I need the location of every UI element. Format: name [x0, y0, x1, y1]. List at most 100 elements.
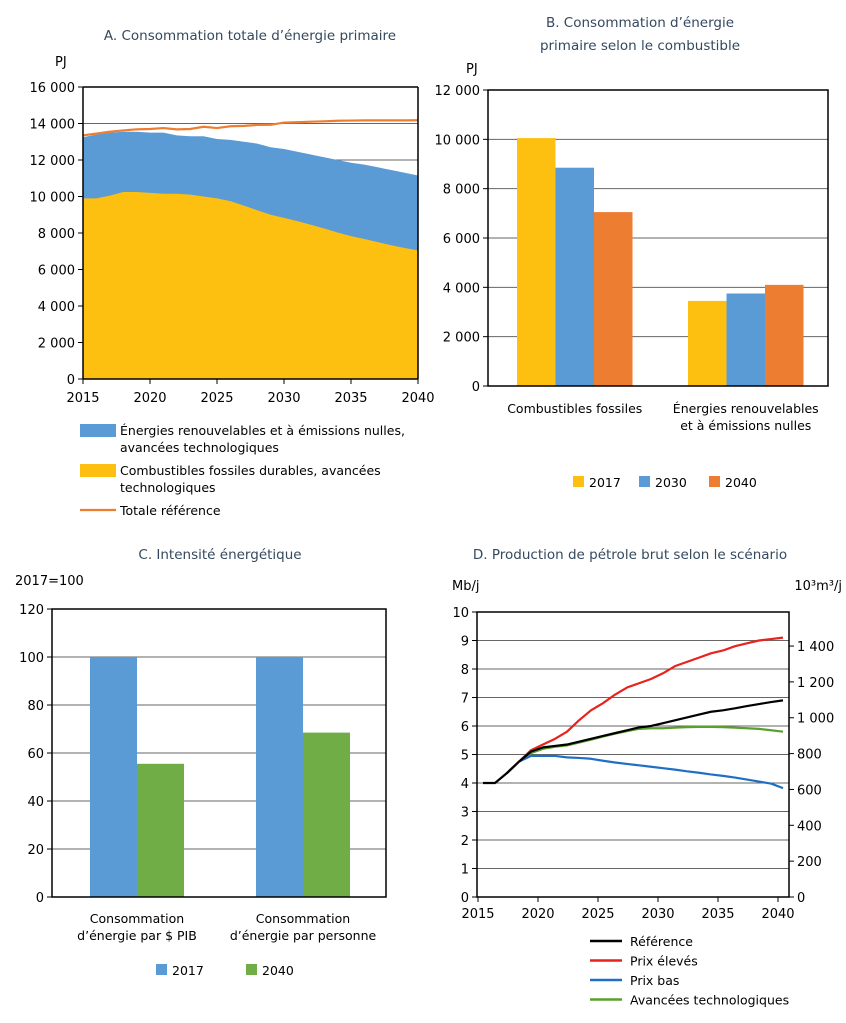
y-tick-label: 10 [452, 606, 469, 621]
y-tick-label: 100 [19, 651, 44, 666]
y-tick-label: 3 [461, 806, 469, 821]
chart-title: A. Consommation totale d’énergie primair… [104, 28, 396, 44]
bar-2017-1 [256, 657, 303, 897]
bar-2017-0 [90, 657, 137, 897]
line-Prix bas [506, 754, 784, 790]
legend-label: Prix bas [630, 973, 679, 988]
category-label: Combustibles fossiles [507, 401, 642, 416]
y-tick-label: 12 000 [30, 154, 76, 169]
chart-b: B. Consommation d’énergie primaire selon … [435, 15, 829, 490]
y-tick-label: 8 000 [38, 227, 75, 242]
line-total-reference [82, 119, 419, 137]
category-label: d’énergie par personne [230, 928, 377, 943]
y-right-tick-label: 600 [797, 783, 822, 798]
y-tick-label: 10 000 [30, 191, 76, 206]
y-tick-label: 0 [461, 891, 469, 906]
chart-c: C. Intensité énergétique2017=10002040608… [15, 547, 387, 978]
legend-swatch [156, 964, 167, 975]
bar-2030-0 [555, 167, 594, 386]
y-tick-label: 120 [19, 603, 44, 618]
y-axis-label: PJ [466, 62, 478, 77]
y-tick-label: 16 000 [30, 81, 76, 96]
bar-2040-0 [594, 212, 633, 386]
x-tick-label: 2035 [701, 907, 734, 922]
legend-label: Prix élevés [630, 954, 698, 969]
x-tick-label: 2030 [641, 907, 674, 922]
y-tick-label: 40 [27, 795, 44, 810]
y-tick-label: 80 [27, 699, 44, 714]
legend-swatch [709, 476, 720, 487]
y-tick-label: 2 000 [38, 337, 75, 352]
category-label: d’énergie par $ PIB [77, 928, 197, 943]
x-tick-label: 2020 [521, 907, 554, 922]
y-tick-label: 5 [461, 749, 469, 764]
bar-2017-1 [688, 300, 727, 386]
line-Référence [483, 699, 784, 785]
y-tick-label: 20 [27, 843, 44, 858]
y-tick-label: 4 [461, 777, 469, 792]
y-tick-label: 2 [461, 834, 469, 849]
plot-frame [51, 608, 387, 898]
y-tick-label: 12 000 [435, 84, 481, 99]
plot-frame [487, 89, 829, 387]
y-tick-label: 0 [36, 891, 44, 906]
x-tick-label: 2025 [200, 391, 233, 406]
legend-label: 2017 [589, 475, 621, 490]
legend-label: 2040 [262, 963, 294, 978]
y-tick-label: 4 000 [443, 281, 480, 296]
x-tick-label: 2025 [581, 907, 614, 922]
chart-title: primaire selon le combustible [540, 38, 740, 54]
legend-label: avancées technologiques [120, 440, 279, 455]
y-axis-label: 2017=100 [15, 574, 84, 589]
legend-swatch [80, 464, 116, 477]
chart-title: D. Production de pétrole brut selon le s… [473, 547, 787, 563]
category-label: Consommation [256, 911, 350, 926]
y-tick-label: 60 [27, 747, 44, 762]
area-fossil [83, 191, 418, 379]
y-tick-label: 7 [461, 692, 469, 707]
legend-label: 2017 [172, 963, 204, 978]
x-tick-label: 2020 [133, 391, 166, 406]
x-tick-label: 2015 [461, 907, 494, 922]
category-label: Énergies renouvelables [673, 401, 819, 416]
bar-2030-1 [726, 293, 765, 386]
legend-label: 2040 [725, 475, 757, 490]
x-tick-label: 2040 [401, 391, 434, 406]
y-tick-label: 6 [461, 720, 469, 735]
y-right-tick-label: 400 [797, 819, 822, 834]
y-right-tick-label: 1 400 [797, 640, 834, 655]
x-tick-label: 2040 [761, 907, 794, 922]
chart-d: D. Production de pétrole brut selon le s… [452, 547, 842, 1008]
y-right-tick-label: 1 000 [797, 712, 834, 727]
y-right-tick-label: 1 200 [797, 676, 834, 691]
bar-2040-1 [765, 284, 804, 386]
chart-a: A. Consommation totale d’énergie primair… [30, 28, 435, 518]
x-tick-label: 2015 [66, 391, 99, 406]
y-tick-label: 0 [472, 380, 480, 395]
chart-title: B. Consommation d’énergie [546, 15, 734, 31]
y-tick-label: 6 000 [443, 232, 480, 247]
y-tick-label: 2 000 [443, 331, 480, 346]
y-axis-right-label: 10³m³/j [794, 579, 842, 594]
y-tick-label: 6 000 [38, 264, 75, 279]
bar-2017-0 [517, 138, 556, 386]
y-right-tick-label: 800 [797, 748, 822, 763]
category-label: et à émissions nulles [680, 418, 811, 433]
legend-swatch [246, 964, 257, 975]
y-tick-label: 8 000 [443, 183, 480, 198]
legend-label: Avancées technologiques [630, 993, 789, 1008]
y-tick-label: 8 [461, 663, 469, 678]
y-axis-label: PJ [55, 55, 67, 70]
legend-label: Totale référence [119, 503, 221, 518]
legend-swatch [639, 476, 650, 487]
legend-swatch [80, 424, 116, 437]
y-tick-label: 4 000 [38, 300, 75, 315]
legend-label: Référence [630, 934, 693, 949]
y-tick-label: 14 000 [30, 118, 76, 133]
legend-label: 2030 [655, 475, 687, 490]
legend-label: Combustibles fossiles durables, avancées [120, 463, 381, 478]
x-tick-label: 2035 [334, 391, 367, 406]
bar-2040-1 [303, 732, 350, 897]
legend-label: technologiques [120, 480, 216, 495]
